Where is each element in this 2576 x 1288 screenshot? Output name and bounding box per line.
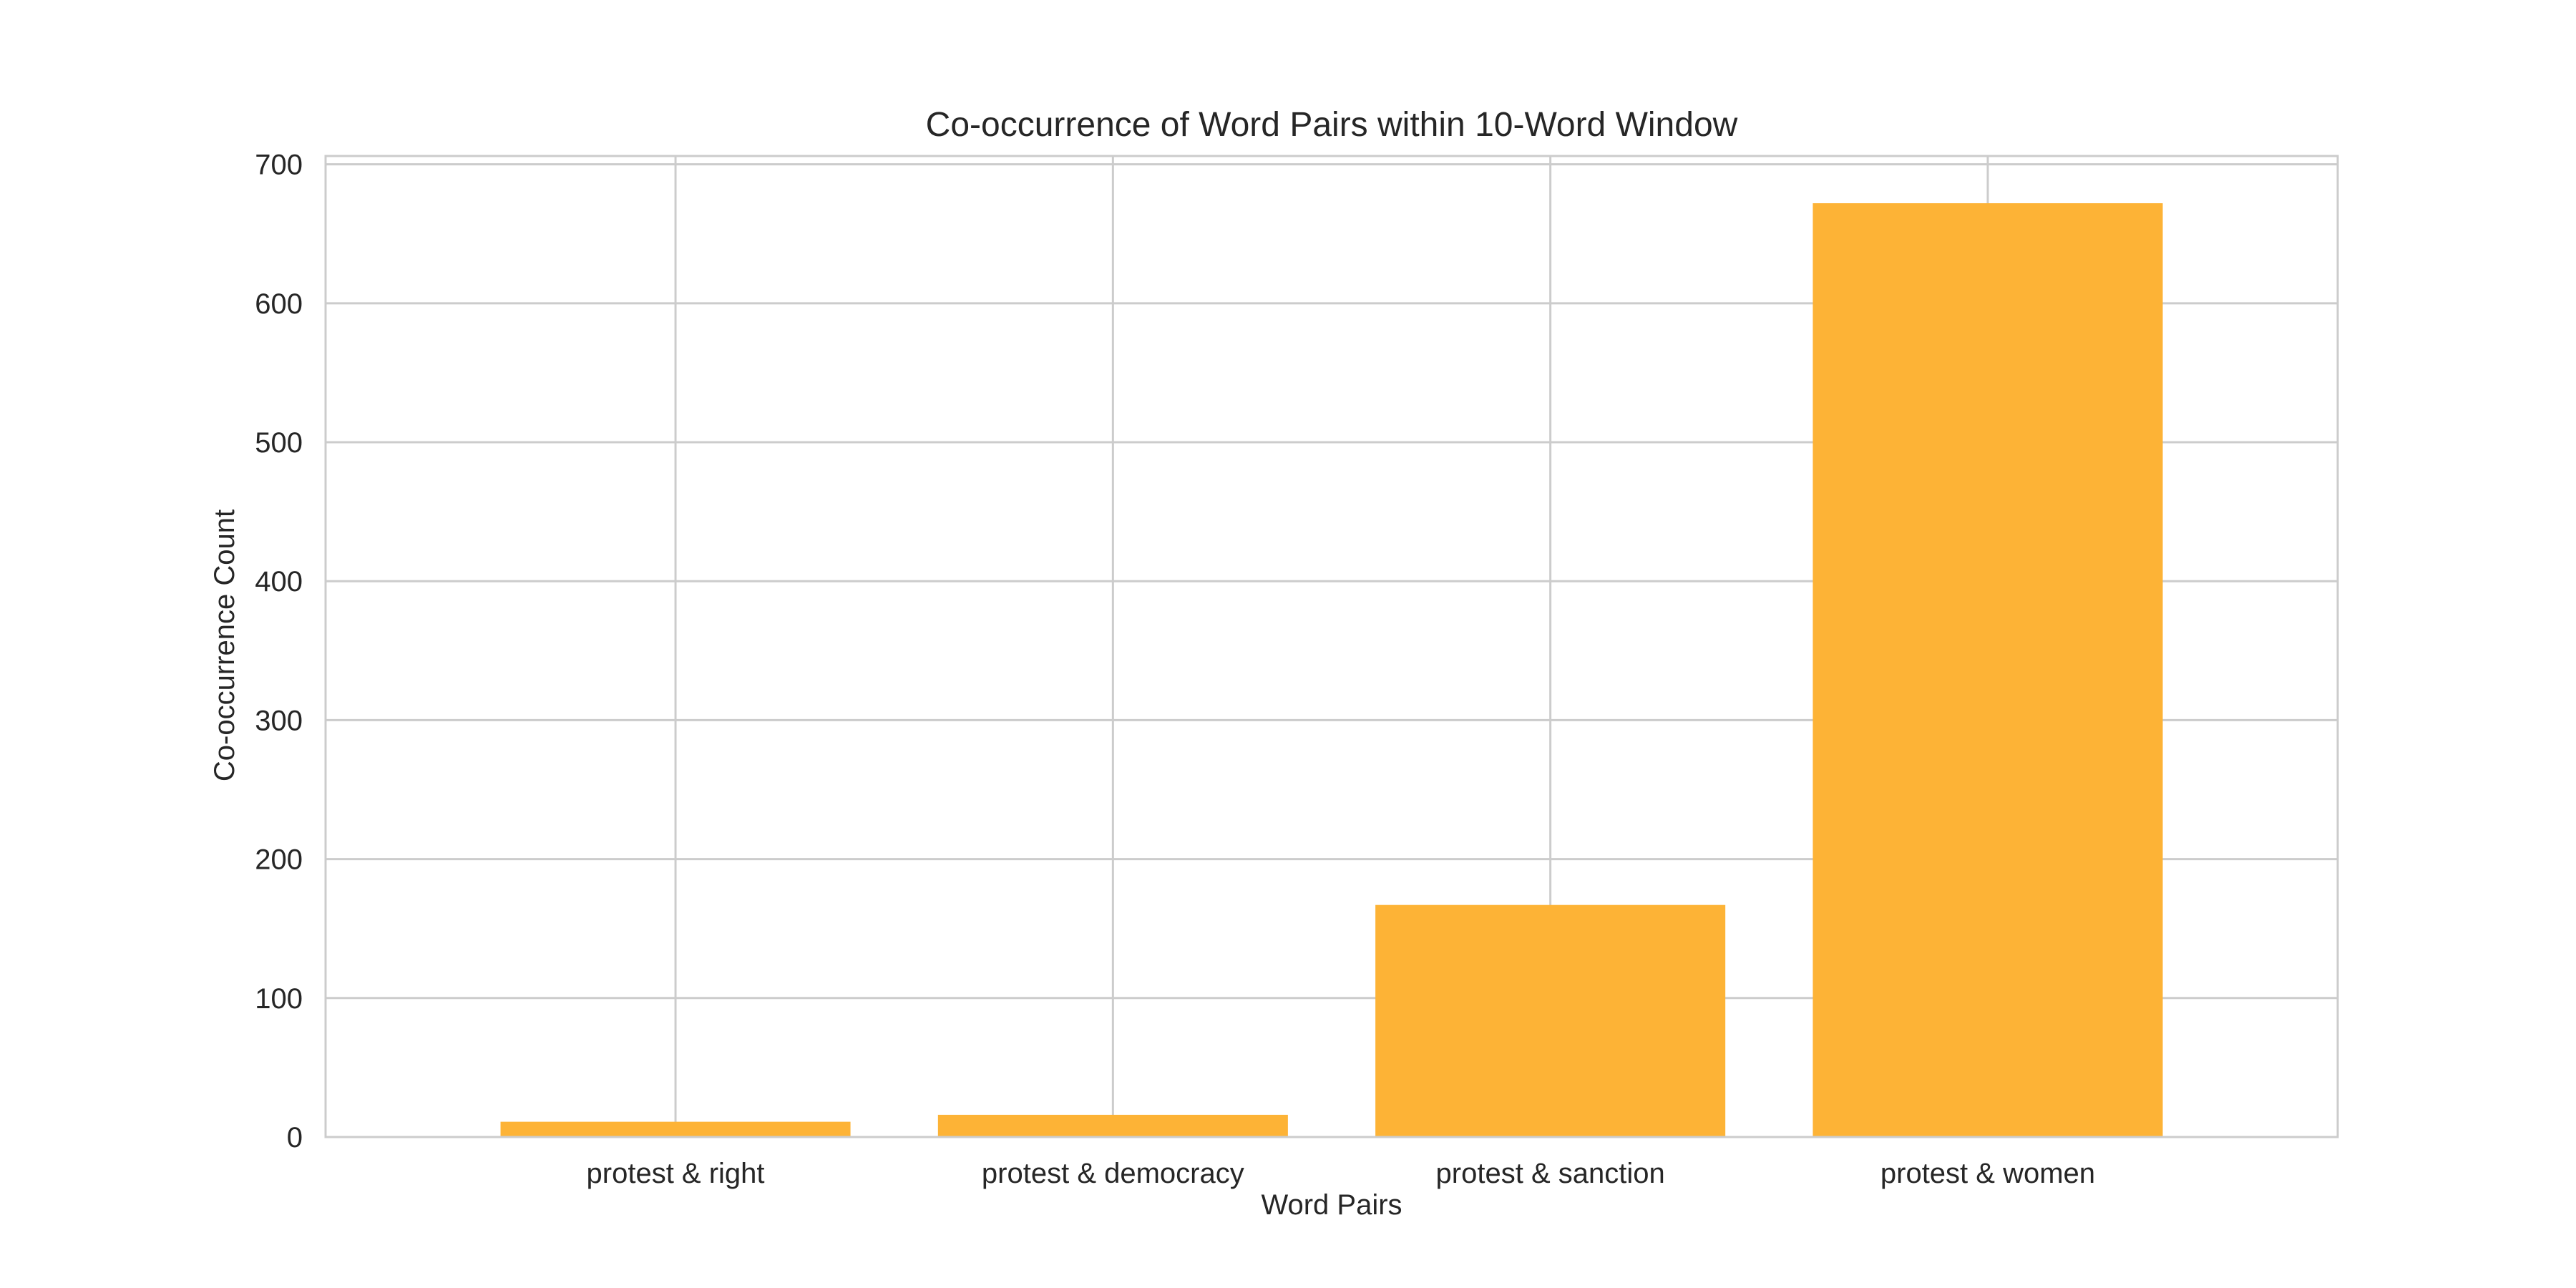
x-tick-label: protest & right [587,1158,765,1189]
y-tick-label: 600 [255,288,303,320]
x-tick-label: protest & sanction [1436,1158,1665,1189]
y-tick-label: 0 [287,1122,303,1153]
bars [500,203,2163,1137]
y-tick-labels: 0 100 200 300 400 500 600 700 [255,150,303,1153]
plot-frame [324,155,2339,1138]
chart-title: Co-occurrence of Word Pairs within 10-Wo… [926,106,1738,144]
x-axis-title: Word Pairs [1261,1189,1402,1221]
y-axis-title: Co-occurrence Count [209,509,240,781]
y-tick-label: 400 [255,566,303,597]
y-tick-label: 300 [255,705,303,736]
y-tick-label: 200 [255,844,303,876]
x-tick-labels: protest & right protest & democracy protes… [587,1158,2095,1189]
y-tick-label: 100 [255,983,303,1015]
bar [1813,203,2163,1137]
x-tick-label: protest & democracy [982,1158,1244,1189]
y-tick-label: 500 [255,427,303,459]
bar [1375,904,1726,1137]
bar [500,1121,851,1137]
bar [937,1114,1288,1137]
x-tick-label: protest & women [1880,1158,2095,1189]
y-tick-label: 700 [255,150,303,181]
